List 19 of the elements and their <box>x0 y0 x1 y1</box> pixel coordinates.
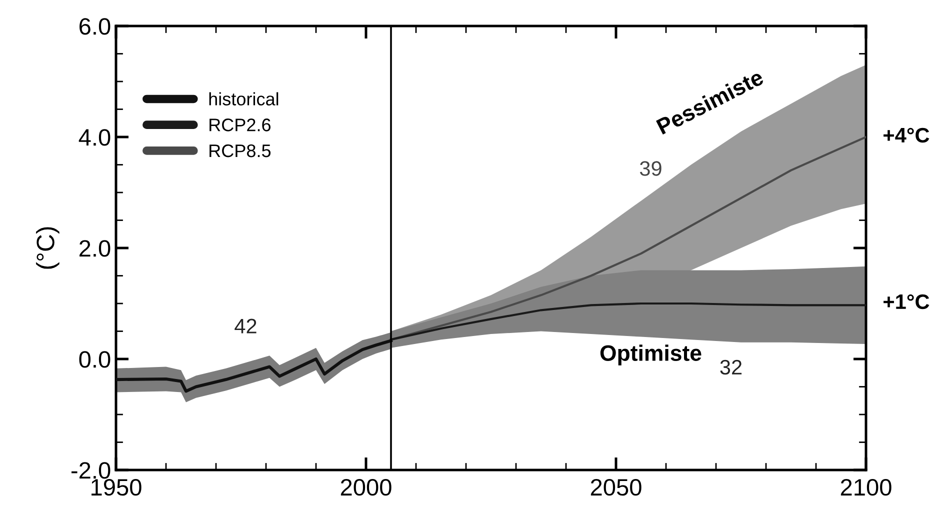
x-tick-label: 2050 <box>590 478 642 496</box>
annotation: 39 <box>640 161 662 176</box>
annotation: +1°C <box>884 294 930 310</box>
y-tick-label: 4.0 <box>78 129 110 146</box>
annotation: Optimiste <box>600 344 702 366</box>
y-tick-label: 2.0 <box>80 240 110 257</box>
annotation: 32 <box>720 360 742 375</box>
y-tick-label: 6.0 <box>80 18 110 35</box>
legend-label: RCP2.6 <box>210 118 271 132</box>
legend-label: RCP8.5 <box>210 144 271 158</box>
annotation: 42 <box>234 318 256 334</box>
y-axis-title: (°C) <box>36 227 60 269</box>
x-tick-label: 1950 <box>92 478 142 496</box>
legend-label: historical <box>209 92 278 106</box>
annotation: +4°C <box>884 128 930 143</box>
y-tick-label: -2.0 <box>72 462 110 479</box>
x-tick-label: 2000 <box>340 478 392 496</box>
x-tick-label: 2100 <box>840 478 892 496</box>
y-tick-label: 0.0 <box>79 351 110 368</box>
